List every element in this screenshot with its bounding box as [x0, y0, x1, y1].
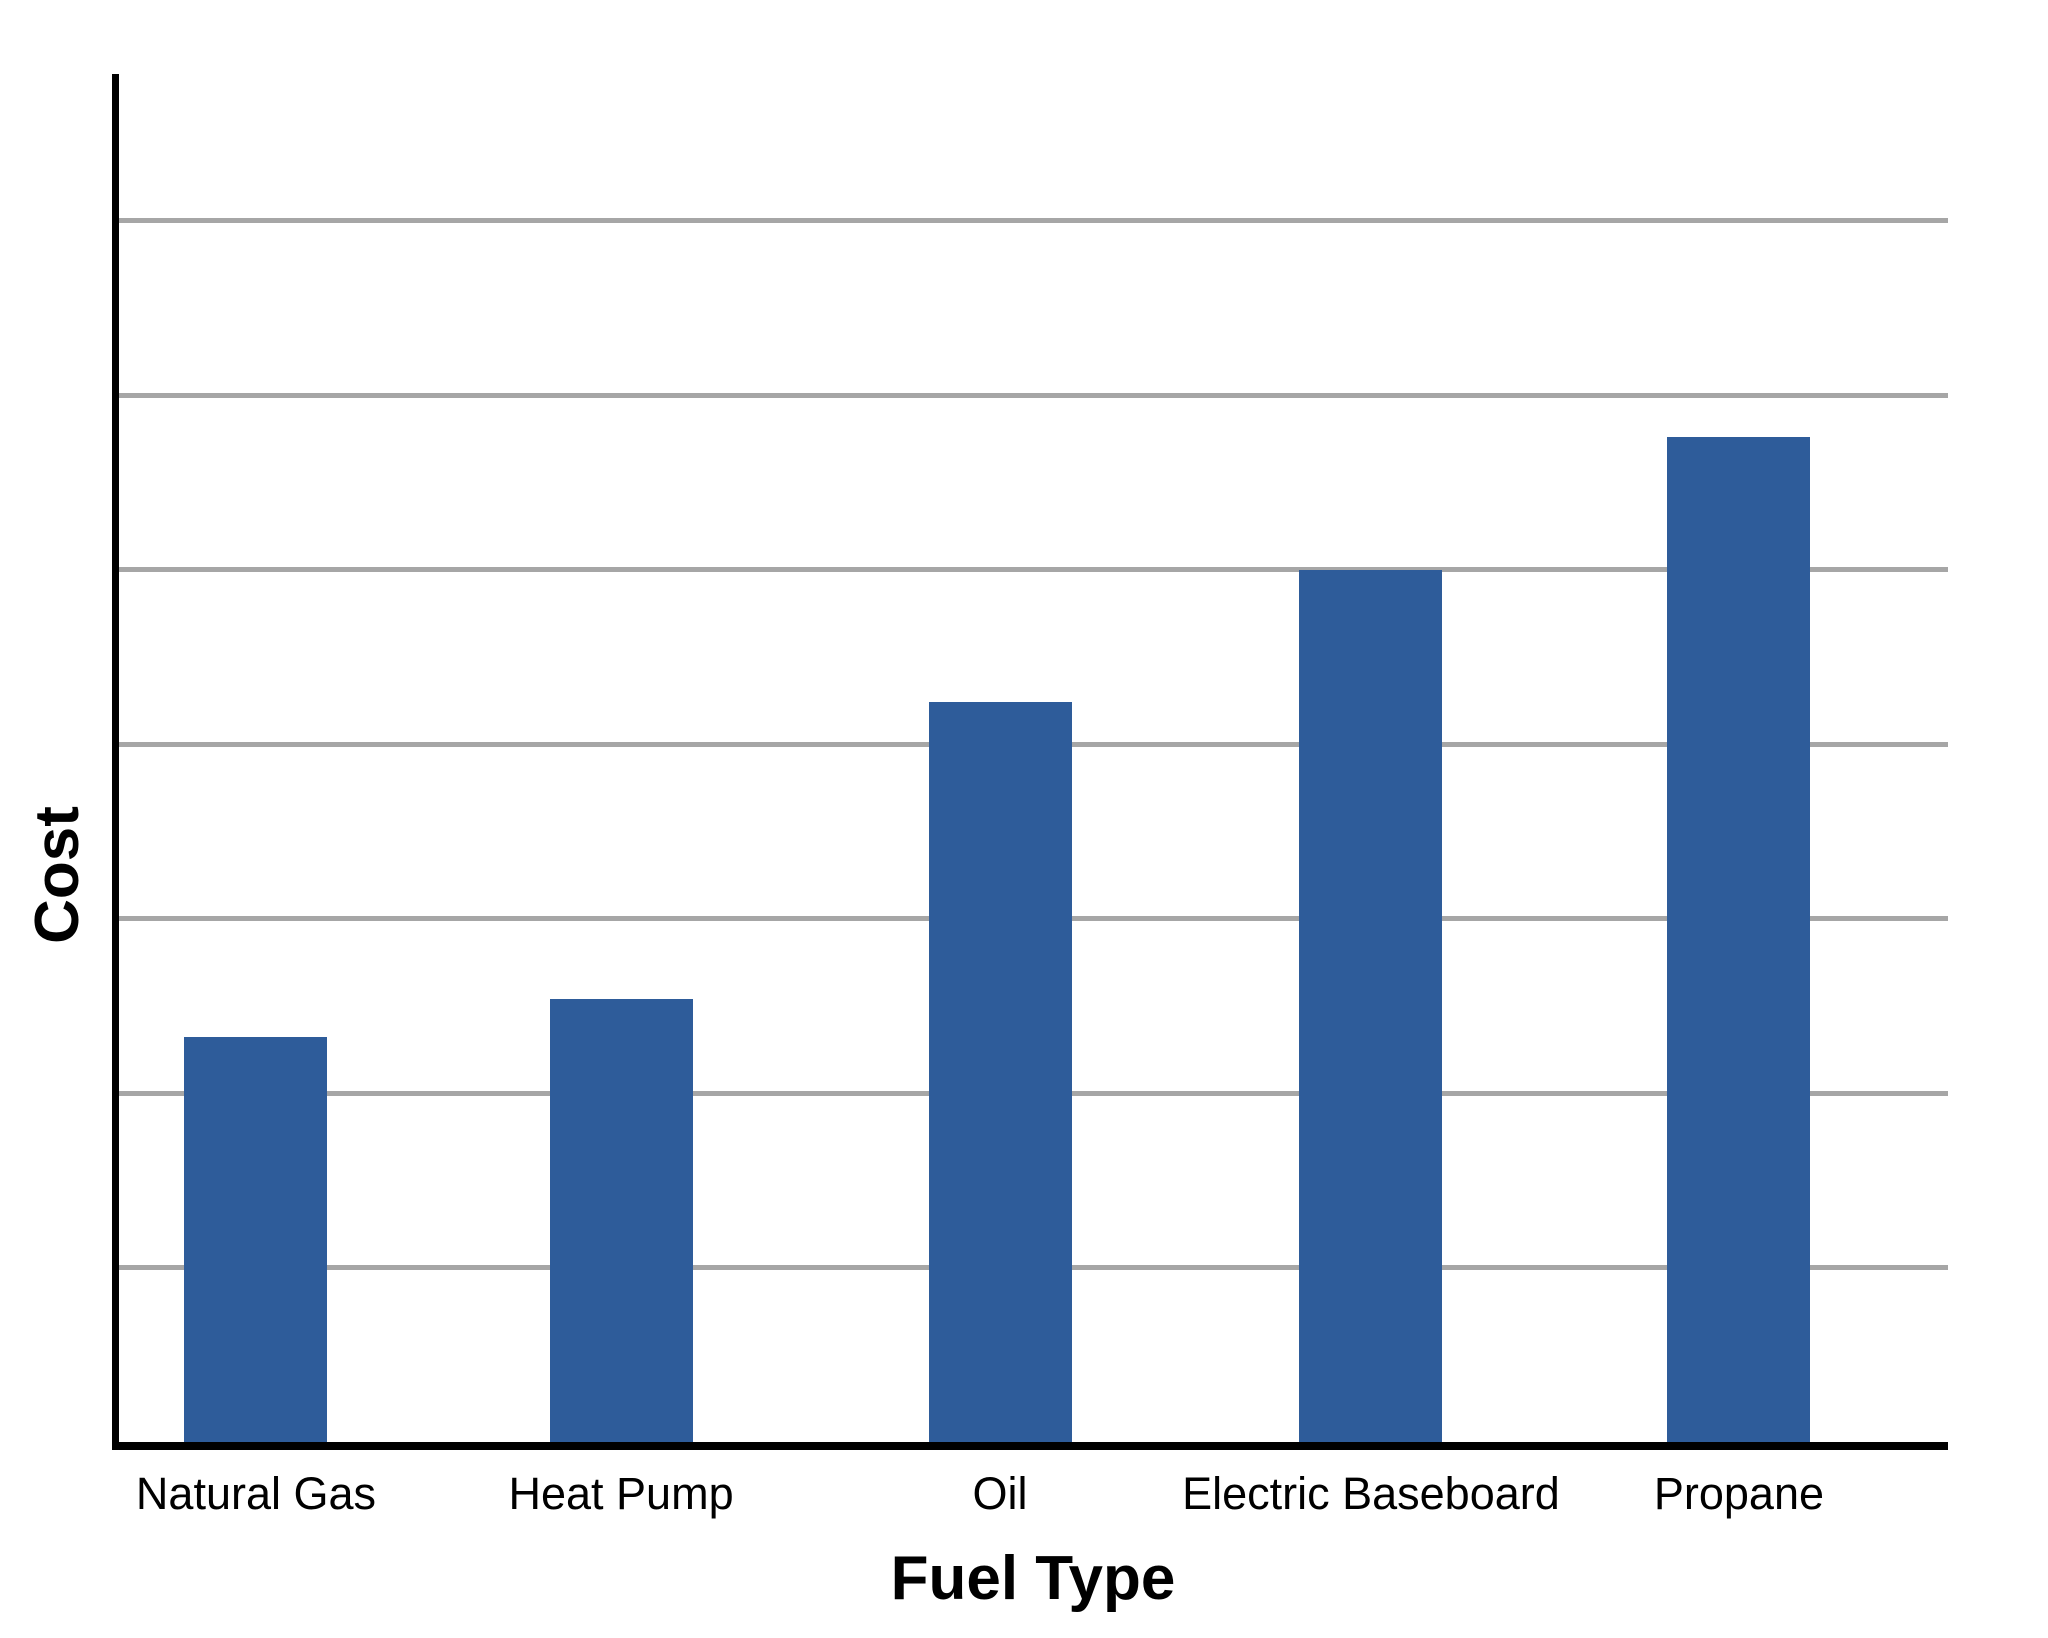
plot-area [119, 74, 1948, 1442]
gridline-7 [119, 218, 1948, 224]
x-axis-line [112, 1442, 1948, 1450]
category-label-electric-baseboard: Electric Baseboard [1182, 1468, 1560, 1519]
bar-natural-gas [184, 1037, 328, 1442]
category-label-oil: Oil [972, 1468, 1028, 1519]
gridline-5 [119, 567, 1948, 573]
bar-electric-baseboard [1299, 569, 1443, 1442]
bar-propane [1667, 436, 1811, 1442]
y-axis-line [112, 74, 119, 1450]
category-label-natural-gas: Natural Gas [135, 1468, 377, 1519]
category-label-heat-pump: Heat Pump [508, 1468, 734, 1519]
gridline-6 [119, 392, 1948, 398]
category-label-propane: Propane [1653, 1468, 1825, 1519]
x-axis-category-labels: Natural Gas Heat Pump Oil Electric Baseboar… [119, 1466, 1948, 1536]
bar-heat-pump [549, 998, 693, 1442]
y-axis-title: Cost [23, 806, 92, 944]
bar-oil [928, 702, 1072, 1442]
x-axis-title: Fuel Type [890, 1544, 1176, 1613]
